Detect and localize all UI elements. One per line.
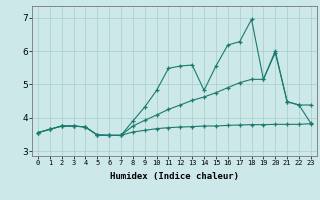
- X-axis label: Humidex (Indice chaleur): Humidex (Indice chaleur): [110, 172, 239, 181]
